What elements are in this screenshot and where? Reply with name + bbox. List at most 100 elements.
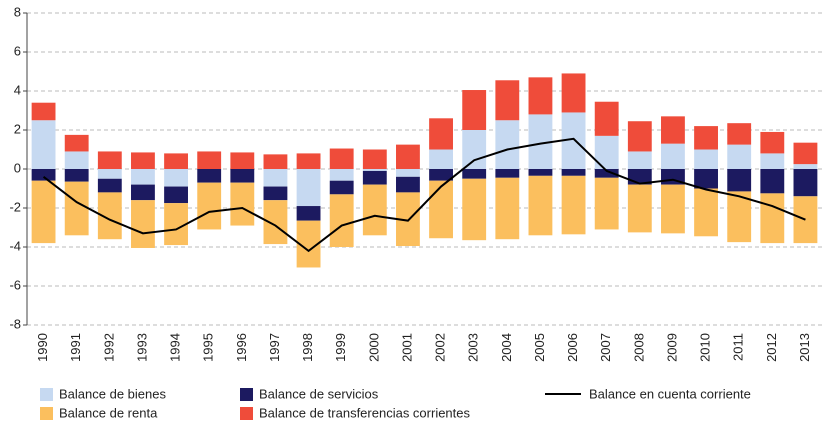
bar-segment bbox=[31, 102, 56, 121]
bar-segment bbox=[528, 77, 553, 115]
bar-segment bbox=[793, 169, 818, 197]
bar-segment bbox=[164, 169, 188, 187]
bar-segment bbox=[131, 152, 155, 169]
bar-segment bbox=[296, 153, 321, 169]
bar-segment bbox=[329, 169, 354, 181]
x-tick-label: 2005 bbox=[532, 333, 547, 362]
bar-segment bbox=[760, 193, 785, 244]
bar-segment bbox=[661, 116, 685, 144]
bar-segment bbox=[97, 192, 122, 240]
bar-segment bbox=[64, 151, 89, 169]
y-tick-label: -6 bbox=[9, 277, 21, 292]
bar-segment bbox=[329, 194, 354, 247]
bar-segment bbox=[495, 120, 520, 169]
bar-segment bbox=[64, 134, 89, 152]
bar-segment bbox=[793, 142, 818, 165]
bar-segment bbox=[495, 177, 520, 240]
y-tick-label: 4 bbox=[14, 82, 21, 97]
x-tick-label: 1994 bbox=[168, 333, 183, 362]
bar-segment bbox=[528, 114, 553, 169]
y-tick-label: -4 bbox=[9, 238, 21, 253]
bar-segment bbox=[131, 200, 155, 248]
bar-segment bbox=[694, 188, 718, 237]
bar-segment bbox=[661, 143, 685, 169]
bar-segment bbox=[627, 121, 652, 152]
legend-swatch bbox=[40, 388, 53, 401]
y-tick-label: -2 bbox=[9, 199, 21, 214]
legend-label: Balance de servicios bbox=[259, 386, 379, 401]
x-tick-label: 2009 bbox=[664, 333, 679, 362]
bar-segment bbox=[263, 200, 288, 245]
bar-segment bbox=[97, 169, 122, 179]
bar-segment bbox=[131, 184, 155, 201]
bar-segment bbox=[362, 170, 387, 185]
bar-segment bbox=[263, 154, 288, 169]
x-tick-label: 1991 bbox=[68, 333, 83, 362]
bar-segment bbox=[429, 169, 453, 181]
bar-segment bbox=[396, 176, 420, 193]
x-tick-label: 2012 bbox=[764, 333, 779, 362]
x-tick-label: 2008 bbox=[631, 333, 646, 362]
bar-segment bbox=[197, 151, 222, 169]
bar-segment bbox=[760, 153, 785, 169]
bar-segment bbox=[362, 184, 387, 236]
x-tick-label: 2013 bbox=[797, 333, 812, 362]
x-tick-label: 2004 bbox=[499, 333, 514, 362]
bar-segment bbox=[727, 169, 752, 192]
bar-segment bbox=[561, 73, 586, 113]
bar-segment bbox=[462, 178, 487, 241]
bar-segment bbox=[760, 169, 785, 194]
x-tick-label: 1993 bbox=[134, 333, 149, 362]
bar-segment bbox=[594, 177, 619, 230]
bar-segment bbox=[627, 184, 652, 233]
y-tick-label: -8 bbox=[9, 316, 21, 331]
bar-segment bbox=[627, 151, 652, 169]
y-tick-label: 2 bbox=[14, 121, 21, 136]
bar-segment bbox=[528, 169, 553, 176]
x-tick-label: 1996 bbox=[234, 333, 249, 362]
legend-label: Balance de transferencias corrientes bbox=[259, 405, 471, 420]
bar-segment bbox=[561, 169, 586, 176]
legend-label: Balance en cuenta corriente bbox=[589, 386, 751, 401]
bar-segment bbox=[727, 123, 752, 145]
legend-label: Balance de bienes bbox=[59, 386, 166, 401]
y-tick-label: 6 bbox=[14, 43, 21, 58]
bar-segment bbox=[31, 180, 56, 244]
bar-segment bbox=[362, 169, 387, 171]
line bbox=[42, 137, 806, 253]
bar-segment bbox=[31, 169, 56, 181]
bar-segment bbox=[694, 149, 718, 169]
x-tick-label: 1998 bbox=[300, 333, 315, 362]
y-tick-label: 0 bbox=[14, 160, 21, 175]
bar-segment bbox=[495, 80, 520, 121]
bar-segment bbox=[462, 169, 487, 179]
bar-segment bbox=[164, 186, 188, 204]
bar-segment bbox=[97, 151, 122, 169]
x-tick-label: 1990 bbox=[35, 333, 50, 362]
bar-segment bbox=[528, 175, 553, 236]
bar-segment bbox=[727, 144, 752, 169]
x-tick-label: 1995 bbox=[201, 333, 216, 362]
bar-segment bbox=[230, 169, 255, 183]
legend-swatch bbox=[240, 388, 253, 401]
bar-segment bbox=[164, 203, 188, 246]
x-tick-label: 1999 bbox=[333, 333, 348, 362]
bar-segment bbox=[793, 164, 818, 169]
x-tick-label: 1992 bbox=[101, 333, 116, 362]
x-tick-label: 1997 bbox=[267, 333, 282, 362]
bar-segment bbox=[396, 169, 420, 177]
bar-segment bbox=[362, 149, 387, 169]
bar-segment bbox=[31, 120, 56, 169]
bar-segment bbox=[429, 180, 453, 239]
bar-segment bbox=[230, 182, 255, 226]
x-tick-label: 2007 bbox=[598, 333, 613, 362]
x-tick-label: 2010 bbox=[698, 333, 713, 362]
legend-swatch bbox=[40, 407, 53, 420]
bar-segment bbox=[296, 220, 321, 268]
bar-segment bbox=[164, 153, 188, 169]
bar-segment bbox=[329, 180, 354, 195]
bar-segment bbox=[230, 152, 255, 169]
bar-segment bbox=[64, 169, 89, 182]
bar-segment bbox=[793, 196, 818, 244]
